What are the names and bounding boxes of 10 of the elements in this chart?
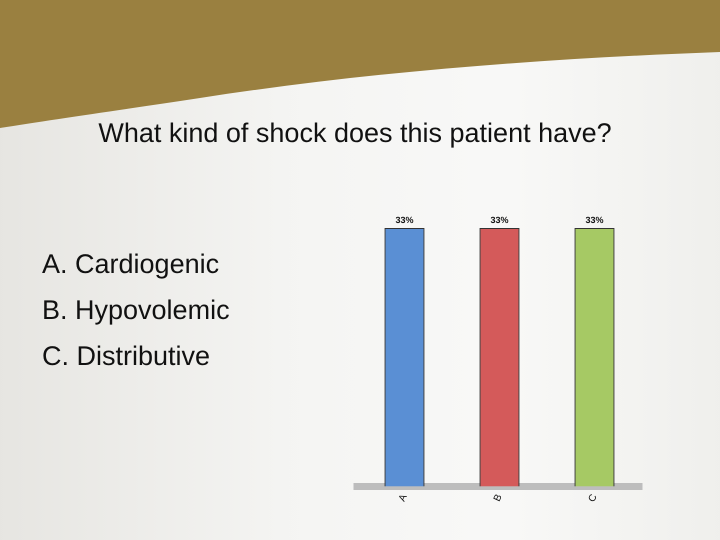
chart-title: What kind of shock does this patient have?	[97, 118, 613, 149]
x-tick-label: A	[396, 492, 410, 504]
data-label: 33%	[395, 214, 414, 225]
x-tick-label: C	[586, 492, 600, 504]
text: B. Hypovolemic	[42, 294, 230, 327]
text: C. Distributive	[42, 340, 212, 373]
text: A. Cardiogenic	[42, 248, 220, 281]
data-label: 33%	[585, 214, 604, 225]
x-tick-label: B	[492, 492, 505, 504]
data-label: 33%	[490, 214, 509, 225]
